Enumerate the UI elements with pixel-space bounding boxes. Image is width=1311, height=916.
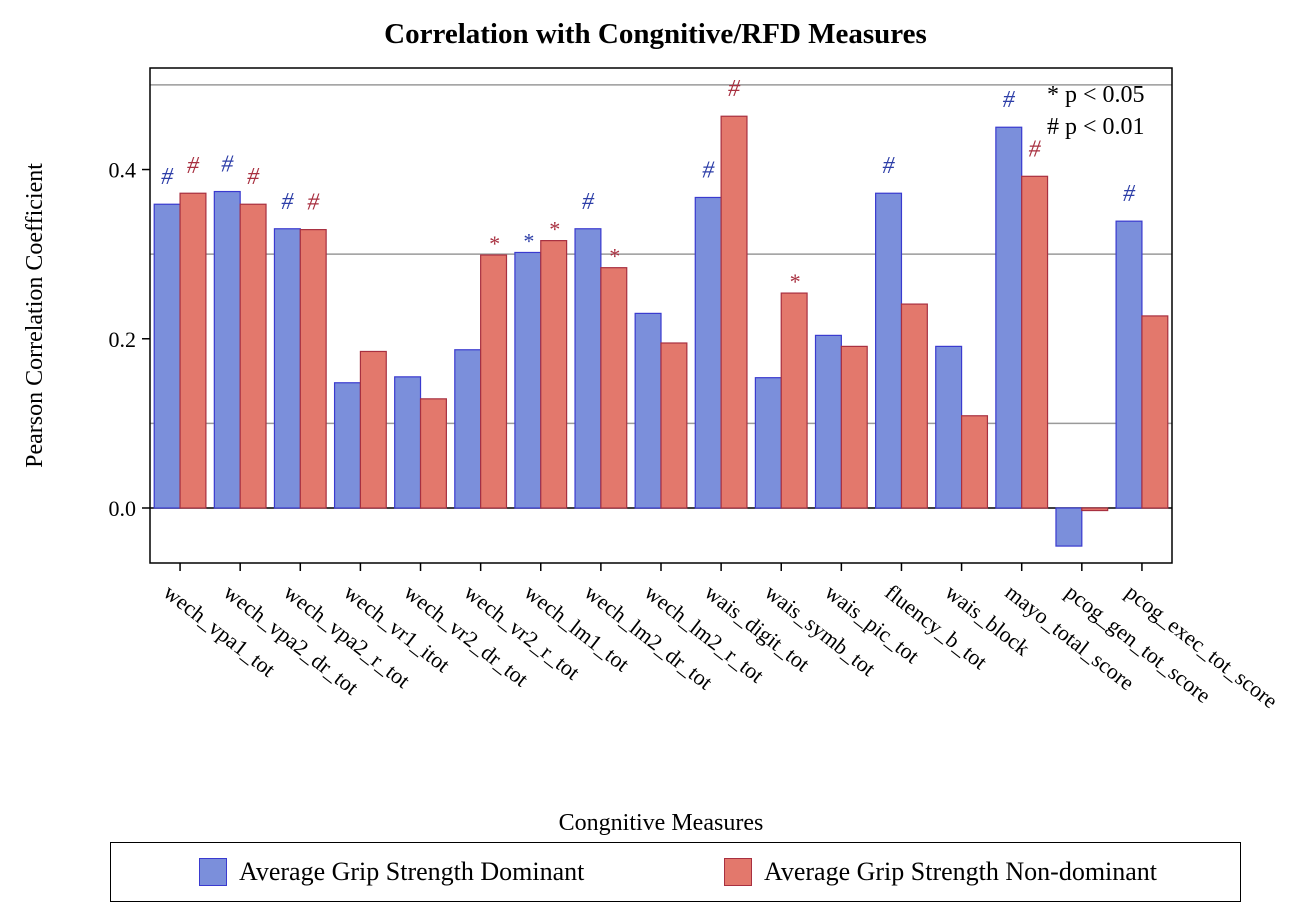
legend-label-dominant: Average Grip Strength Dominant — [239, 857, 585, 886]
annotation-p005: * p < 0.05 — [1047, 82, 1145, 108]
significance-marker-non-dominant-wech_vpa2_r_tot: # — [307, 190, 320, 216]
bar-dominant-pcog_exec_tot_score — [1115, 220, 1143, 509]
bar-non-dominant-wech_vpa2_r_tot — [299, 229, 327, 509]
bar-non-dominant-mayo_total_score — [1021, 175, 1049, 509]
bar-dominant-wech_vpa2_dr_tot — [213, 190, 241, 509]
bar-non-dominant-wais_symb_tot — [780, 292, 808, 509]
bars — [153, 115, 1169, 547]
bar-non-dominant-wech_lm2_r_tot — [660, 342, 688, 509]
bar-dominant-wech_lm1_tot — [514, 251, 542, 509]
significance-marker-dominant-wech_lm2_dr_tot: # — [582, 189, 595, 215]
bar-non-dominant-wais_block — [960, 415, 989, 509]
bar-dominant-wais_symb_tot — [754, 377, 782, 509]
bar-dominant-mayo_total_score — [995, 126, 1023, 509]
annotation-p001: # p < 0.01 — [1047, 114, 1145, 140]
significance-marker-non-dominant-wech_lm2_dr_tot: * — [608, 244, 619, 269]
legend-label-non-dominant: Average Grip Strength Non-dominant — [764, 857, 1158, 886]
bar-non-dominant-wech_vpa1_tot — [179, 192, 207, 509]
bar-dominant-wech_vr2_r_tot — [454, 349, 482, 509]
bar-dominant-wech_vr2_dr_tot — [394, 376, 422, 509]
bar-non-dominant-wech_vr2_dr_tot — [419, 398, 447, 509]
legend-item-non-dominant: Average Grip Strength Non-dominant — [724, 855, 1157, 889]
legend-item-dominant: Average Grip Strength Dominant — [199, 855, 584, 889]
bar-non-dominant-pcog_gen_tot_score — [1081, 507, 1109, 512]
y-axis-title: Pearson Correlation Coefficient — [22, 163, 48, 468]
bar-non-dominant-wech_vr2_r_tot — [480, 254, 508, 509]
significance-marker-non-dominant-wais_digit_tot: # — [728, 76, 741, 102]
bar-non-dominant-wech_lm1_tot — [540, 240, 568, 509]
bar-non-dominant-wais_pic_tot — [840, 345, 868, 509]
chart-title: Correlation with Congnitive/RFD Measures — [384, 18, 927, 50]
significance-marker-non-dominant-wech_lm1_tot: * — [548, 217, 559, 242]
bar-non-dominant-pcog_exec_tot_score — [1141, 315, 1169, 509]
significance-marker-dominant-wech_vpa1_tot: # — [161, 164, 174, 190]
significance-marker-non-dominant-wech_vpa1_tot: # — [187, 153, 200, 179]
significance-marker-dominant-wais_digit_tot: # — [702, 157, 715, 183]
bar-non-dominant-fluency_b_tot — [900, 303, 928, 509]
axes — [142, 67, 1173, 571]
significance-marker-dominant-wech_lm1_tot: * — [522, 228, 533, 253]
significance-marker-non-dominant-wais_symb_tot: * — [789, 269, 800, 294]
bar-dominant-wech_vpa2_r_tot — [273, 228, 301, 509]
bar-dominant-wais_block — [935, 345, 963, 509]
legend-swatch-non-dominant — [724, 858, 752, 886]
significance-marker-dominant-mayo_total_score: # — [1003, 87, 1016, 113]
significance-marker-non-dominant-wech_vr2_r_tot: * — [488, 231, 499, 256]
y-tick-label-0: 0.0 — [109, 496, 137, 521]
legend: Average Grip Strength Dominant Average G… — [110, 842, 1241, 902]
y-tick-label-1: 0.2 — [109, 327, 137, 352]
bar-dominant-wech_vpa1_tot — [153, 203, 181, 509]
bar-non-dominant-wech_vr1_itot — [359, 350, 387, 509]
significance-marker-dominant-fluency_b_tot: # — [883, 153, 896, 179]
x-axis-title: Congnitive Measures — [559, 810, 764, 836]
significance-marker-dominant-pcog_exec_tot_score: # — [1123, 181, 1136, 207]
bar-dominant-wech_vr1_itot — [333, 382, 362, 509]
significance-marker-dominant-wech_vpa2_dr_tot: # — [221, 152, 234, 178]
bar-non-dominant-wech_vpa2_dr_tot — [239, 203, 267, 509]
significance-marker-non-dominant-wech_vpa2_dr_tot: # — [247, 164, 260, 190]
bar-dominant-wais_digit_tot — [694, 196, 722, 509]
bar-dominant-pcog_gen_tot_score — [1055, 507, 1083, 547]
significance-marker-non-dominant-mayo_total_score: # — [1029, 136, 1042, 162]
bar-non-dominant-wech_lm2_dr_tot — [600, 267, 628, 509]
y-tick-label-2: 0.4 — [109, 158, 137, 183]
bar-non-dominant-wais_digit_tot — [720, 115, 748, 509]
bar-dominant-fluency_b_tot — [875, 192, 903, 509]
significance-markers: # # # * # # # # # # # # * * * # * # — [161, 76, 1136, 294]
significance-marker-dominant-wech_vpa2_r_tot: # — [281, 189, 294, 215]
legend-swatch-dominant — [199, 858, 227, 886]
bar-dominant-wais_pic_tot — [814, 334, 842, 509]
bar-dominant-wech_lm2_r_tot — [634, 312, 662, 509]
bar-dominant-wech_lm2_dr_tot — [574, 228, 602, 509]
